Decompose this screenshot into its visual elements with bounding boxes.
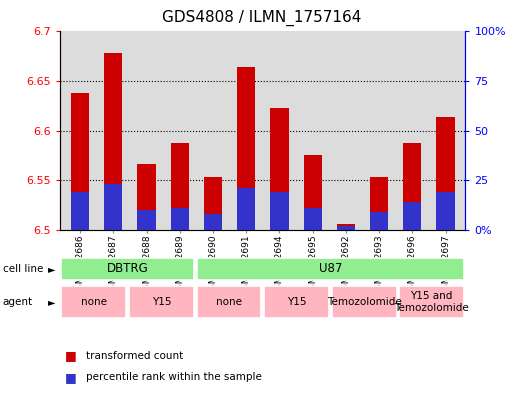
Bar xyxy=(270,192,289,230)
Bar xyxy=(237,67,255,230)
Bar xyxy=(170,208,189,230)
Text: Y15 and
Temozolomide: Y15 and Temozolomide xyxy=(394,292,469,313)
Text: cell line: cell line xyxy=(3,264,43,274)
Text: DBTRG: DBTRG xyxy=(107,262,149,275)
Bar xyxy=(62,258,194,280)
Bar xyxy=(370,177,388,230)
Bar xyxy=(403,202,422,230)
Bar xyxy=(403,143,422,230)
Text: agent: agent xyxy=(3,297,33,307)
Bar xyxy=(370,212,388,230)
Text: transformed count: transformed count xyxy=(86,351,184,361)
Bar xyxy=(303,156,322,230)
Bar xyxy=(337,226,355,230)
Bar xyxy=(436,192,454,230)
Bar xyxy=(332,286,396,318)
Text: Y15: Y15 xyxy=(152,297,171,307)
Text: ■: ■ xyxy=(65,349,77,362)
Text: percentile rank within the sample: percentile rank within the sample xyxy=(86,372,262,382)
Text: Temozolomide: Temozolomide xyxy=(327,297,402,307)
Text: none: none xyxy=(81,297,107,307)
Bar xyxy=(170,143,189,230)
Text: ■: ■ xyxy=(65,371,77,384)
Bar xyxy=(71,192,89,230)
Text: ►: ► xyxy=(48,264,55,274)
Bar xyxy=(104,53,122,230)
Bar xyxy=(138,164,156,230)
Bar xyxy=(71,93,89,230)
Bar xyxy=(138,210,156,230)
Bar xyxy=(129,286,194,318)
Bar xyxy=(237,188,255,230)
Bar xyxy=(204,177,222,230)
Text: GDS4808 / ILMN_1757164: GDS4808 / ILMN_1757164 xyxy=(162,10,361,26)
Bar xyxy=(197,258,464,280)
Bar xyxy=(337,224,355,230)
Bar xyxy=(197,286,262,318)
Text: none: none xyxy=(216,297,242,307)
Text: U87: U87 xyxy=(319,262,342,275)
Text: Y15: Y15 xyxy=(287,297,306,307)
Bar xyxy=(62,286,127,318)
Bar xyxy=(104,184,122,230)
Bar xyxy=(264,286,329,318)
Text: ►: ► xyxy=(48,297,55,307)
Bar xyxy=(270,108,289,230)
Bar xyxy=(436,117,454,230)
Bar xyxy=(204,214,222,230)
Bar xyxy=(399,286,464,318)
Bar xyxy=(303,208,322,230)
